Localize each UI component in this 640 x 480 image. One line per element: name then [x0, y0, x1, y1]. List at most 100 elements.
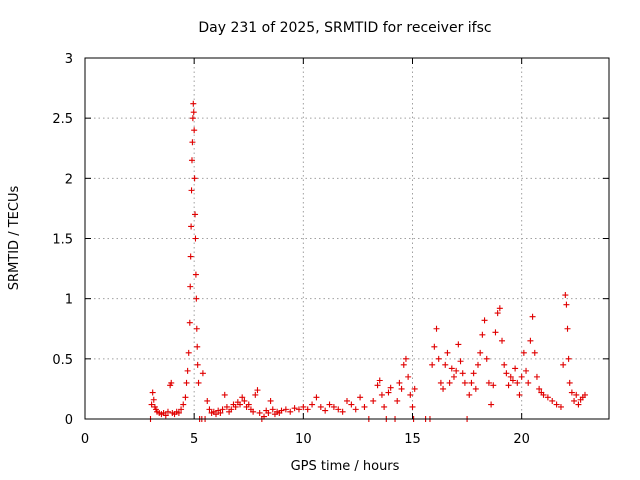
data-point — [527, 337, 534, 344]
data-point — [241, 397, 248, 404]
y-tick-label: 0 — [65, 413, 73, 428]
data-point — [409, 403, 416, 410]
data-point — [254, 387, 261, 394]
data-point — [568, 389, 575, 396]
data-point — [295, 406, 302, 413]
data-point — [468, 379, 475, 386]
data-point — [472, 385, 479, 392]
data-point — [381, 403, 388, 410]
data-point — [194, 343, 201, 350]
data-point — [186, 319, 193, 326]
data-point — [245, 401, 252, 408]
data-point — [178, 406, 185, 413]
data-point — [520, 349, 527, 356]
data-point — [304, 406, 311, 413]
x-tick-label: 5 — [190, 432, 198, 447]
data-point — [492, 329, 499, 336]
data-point — [182, 394, 189, 401]
data-point — [213, 411, 219, 418]
data-point — [195, 379, 202, 386]
data-point — [461, 379, 468, 386]
data-point — [525, 379, 532, 386]
y-tick-label: 0.5 — [52, 353, 73, 368]
data-point — [433, 325, 440, 332]
data-point — [575, 401, 582, 408]
x-tick-label: 15 — [404, 432, 421, 447]
data-point — [490, 382, 497, 389]
data-point — [192, 235, 199, 242]
data-point — [564, 325, 571, 332]
data-point — [442, 361, 449, 368]
data-point — [168, 379, 175, 386]
data-point — [206, 406, 213, 413]
data-point — [204, 397, 211, 404]
data-point — [291, 405, 298, 412]
data-point — [457, 358, 464, 365]
data-point — [317, 403, 324, 410]
data-point — [529, 313, 536, 320]
data-point — [237, 401, 244, 408]
data-point — [189, 139, 196, 146]
data-point — [523, 367, 530, 374]
data-point — [370, 397, 377, 404]
chart-title: Day 231 of 2025, SRMTID for receiver ifs… — [198, 20, 491, 36]
data-point — [562, 292, 569, 299]
data-point — [512, 365, 519, 372]
data-point — [446, 379, 453, 386]
data-point — [188, 223, 195, 230]
data-point — [402, 355, 409, 362]
data-point — [509, 377, 516, 384]
data-point — [191, 127, 198, 134]
data-point — [322, 407, 329, 414]
y-tick-label: 2.5 — [52, 112, 73, 127]
data-point — [540, 391, 547, 398]
data-point — [190, 109, 197, 116]
data-point — [228, 406, 235, 413]
data-point — [164, 408, 171, 415]
data-point — [573, 391, 580, 398]
data-point — [557, 403, 564, 410]
data-point — [563, 301, 570, 308]
data-point — [193, 325, 200, 332]
data-point — [566, 379, 573, 386]
data-point — [287, 408, 294, 415]
data-point — [455, 341, 462, 348]
data-point — [194, 361, 201, 368]
data-point — [440, 385, 447, 392]
data-point — [431, 343, 438, 350]
data-point — [459, 370, 466, 377]
data-point — [185, 349, 192, 356]
data-point — [256, 409, 263, 416]
data-point — [300, 403, 307, 410]
data-point — [549, 397, 556, 404]
data-point — [503, 370, 510, 377]
data-point — [477, 349, 484, 356]
data-point — [162, 412, 169, 419]
data-point — [387, 384, 394, 391]
data-point — [192, 271, 199, 278]
plot-frame — [84, 57, 610, 420]
data-point — [398, 385, 405, 392]
data-point — [188, 187, 195, 194]
data-point — [544, 394, 551, 401]
data-point — [184, 367, 191, 374]
data-point — [516, 391, 523, 398]
data-point — [190, 100, 197, 107]
data-point — [378, 391, 385, 398]
data-point — [239, 394, 246, 401]
data-point — [483, 355, 490, 362]
data-point — [444, 349, 451, 356]
data-point — [150, 396, 157, 403]
data-point — [571, 397, 578, 404]
data-point — [485, 379, 492, 386]
data-point — [581, 391, 588, 398]
data-point — [339, 408, 346, 415]
data-point — [352, 406, 359, 413]
data-point — [429, 361, 436, 368]
data-point — [183, 379, 190, 386]
data-point — [475, 361, 481, 368]
y-tick-label: 2 — [65, 172, 73, 187]
data-point — [282, 406, 289, 413]
data-point — [407, 391, 414, 398]
y-tick-label: 1 — [65, 293, 73, 308]
